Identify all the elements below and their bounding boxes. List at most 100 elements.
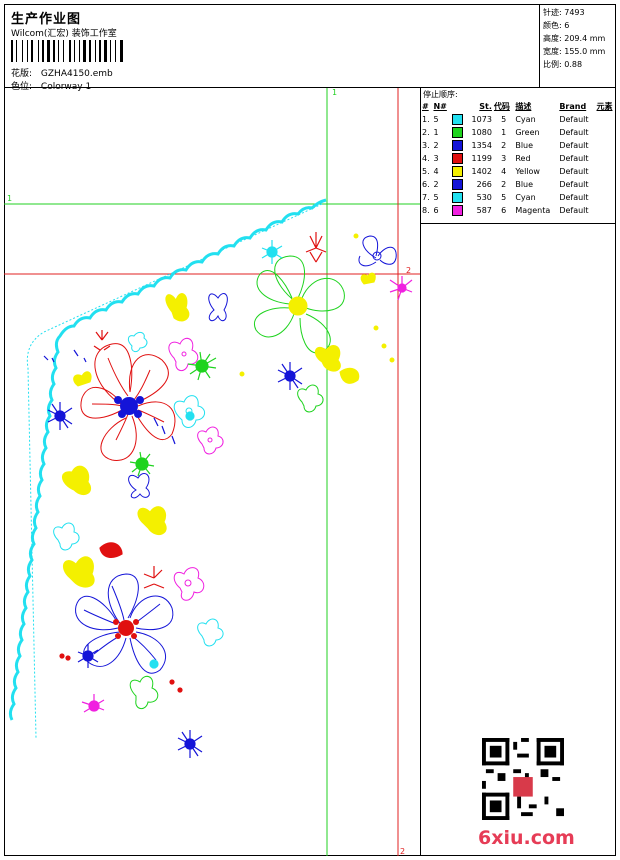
- stop-sequence-row: 4. 3 1199 3 Red Default: [421, 152, 617, 165]
- studio-name: Wilcom(汇宏) 装饰工作室: [11, 29, 117, 39]
- row-element: [596, 165, 618, 178]
- colorway-line: 色位: Colorway 1: [11, 79, 91, 92]
- stat-scale: 比例: 0.88: [543, 60, 583, 69]
- row-code: 3: [501, 154, 507, 163]
- barcode-bar: [81, 40, 82, 62]
- barcode-bar: [27, 40, 28, 62]
- row-brand: Default: [559, 206, 589, 215]
- barcode-bar: [40, 40, 41, 62]
- color-swatch: [451, 179, 463, 190]
- side-panel: [420, 224, 616, 856]
- color-swatch: [451, 205, 463, 216]
- color-swatch: [451, 192, 463, 203]
- row-code: 5: [501, 193, 507, 202]
- stop-sequence-panel: 停止顺序: # N# St. 代码 描述 Brand 元素 1. 5 1073 5 Cy…: [420, 88, 616, 224]
- col-code: 代码: [493, 102, 510, 111]
- stop-sequence-header: # N# St. 代码 描述 Brand 元素: [421, 100, 617, 113]
- row-swatch: [451, 191, 466, 204]
- red-flower-center-large: [113, 619, 139, 639]
- cyan-scalloped-border: [8, 198, 327, 721]
- row-needle: 5: [433, 115, 439, 124]
- blue-outline-butterflies: [128, 293, 228, 499]
- row-swatch: [451, 178, 466, 191]
- barcode-bar: [31, 40, 33, 62]
- stat-colors: 颜色: 6: [543, 21, 570, 30]
- row-needle: 4: [433, 167, 439, 176]
- sheet-frame: [4, 4, 616, 856]
- barcode-bar: [95, 40, 96, 62]
- row-brand: Default: [559, 154, 589, 163]
- barcode-bar: [99, 40, 101, 62]
- color-swatch: [451, 127, 463, 138]
- col-swatch: [451, 100, 466, 113]
- row-swatch: [451, 204, 466, 217]
- row-desc: Cyan: [515, 193, 536, 202]
- guide-label-red-right: 2: [406, 266, 411, 275]
- row-element: [596, 204, 618, 217]
- row-swatch: [451, 165, 466, 178]
- stop-sequence-row: 8. 6 587 6 Magenta Default: [421, 204, 617, 217]
- barcode-bar: [65, 40, 68, 62]
- row-stitches: 1402: [471, 167, 492, 176]
- barcode-bar: [120, 40, 123, 62]
- barcode-bar: [38, 40, 39, 62]
- row-desc: Green: [515, 128, 540, 137]
- barcode-bar: [53, 40, 55, 62]
- row-element: [596, 152, 618, 165]
- color-swatch: [451, 140, 463, 151]
- row-element: [596, 126, 618, 139]
- stop-sequence-title: 停止顺序:: [423, 90, 458, 99]
- magenta-outline-flowers: [168, 337, 224, 601]
- row-stitches: 530: [476, 193, 492, 202]
- qr-code: [482, 738, 564, 820]
- row-needle: 5: [433, 193, 439, 202]
- stat-height: 高度: 209.4 mm: [543, 34, 606, 43]
- blue-sunbursts: [43, 349, 303, 758]
- guide-label-red-bottom: 2: [400, 847, 405, 856]
- barcode-bar: [83, 40, 86, 62]
- yellow-flower-center-green: [288, 296, 308, 316]
- stop-sequence-row: 2. 1 1080 1 Green Default: [421, 126, 617, 139]
- row-desc: Yellow: [515, 167, 540, 176]
- green-sunbursts: [129, 351, 217, 477]
- row-element: [596, 113, 618, 126]
- row-desc: Magenta: [515, 206, 551, 215]
- barcode-bar: [110, 40, 111, 62]
- blue-flower-center-large: [114, 396, 144, 418]
- row-index: 8.: [422, 206, 430, 215]
- cyan-sunbursts: [149, 240, 283, 669]
- stat-width: 宽度: 155.0 mm: [543, 47, 606, 56]
- col-stitches: St.: [479, 102, 492, 111]
- barcode-bar: [87, 40, 88, 62]
- barcode-bar: [69, 40, 71, 62]
- col-index: #: [422, 102, 429, 111]
- row-brand: Default: [559, 128, 589, 137]
- row-element: [596, 191, 618, 204]
- row-brand: Default: [559, 193, 589, 202]
- row-brand: Default: [559, 115, 589, 124]
- file-name: GZHA4150.emb: [40, 69, 113, 79]
- barcode-bar: [76, 40, 78, 62]
- color-swatch: [451, 153, 463, 164]
- barcode-bar: [102, 40, 103, 62]
- row-stitches: 266: [476, 180, 492, 189]
- row-needle: 2: [433, 180, 439, 189]
- row-index: 3.: [422, 141, 430, 150]
- stop-sequence-table: # N# St. 代码 描述 Brand 元素 1. 5 1073 5 Cyan Defa…: [421, 100, 617, 217]
- row-code: 1: [501, 128, 507, 137]
- design-area: 1 1 2 2: [4, 88, 420, 856]
- barcode-bar: [58, 40, 59, 62]
- stat-stitches: 针迹: 7493: [543, 8, 585, 17]
- barcode-bar: [22, 40, 23, 62]
- row-needle: 6: [433, 206, 439, 215]
- barcode-bar: [34, 40, 37, 62]
- row-code: 2: [501, 141, 507, 150]
- barcode-bar: [108, 40, 109, 62]
- header-panel: 生产作业图 Wilcom(汇宏) 装饰工作室 花版: GZHA4150.emb …: [4, 4, 540, 92]
- cyan-outline-flower-low: [53, 331, 224, 647]
- barcode-bar: [92, 40, 94, 62]
- blue-flower-large: [75, 573, 174, 674]
- barcode-bar: [79, 40, 80, 62]
- color-swatch: [451, 166, 463, 177]
- qr-code-image: [482, 738, 564, 820]
